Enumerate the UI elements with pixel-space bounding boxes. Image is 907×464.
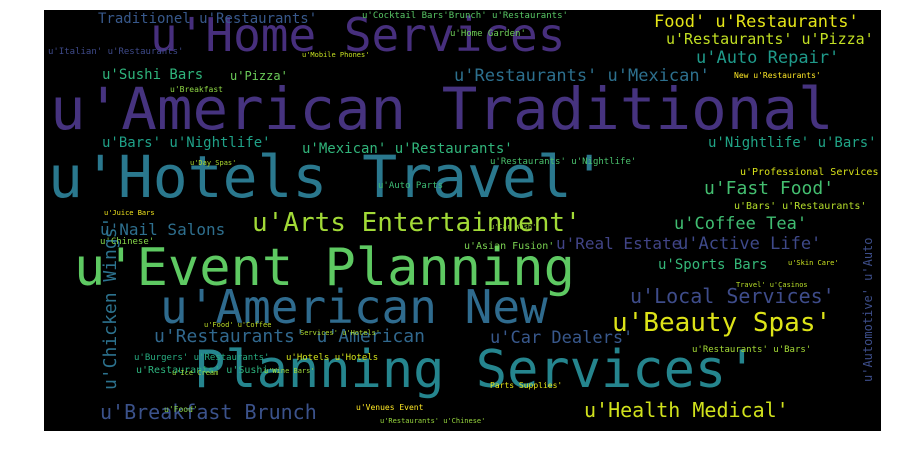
word-bars-nightlife: u'Bars' u'Nightlife' [102,135,271,151]
word-juice-bars: u'Juice Bars [104,209,155,217]
word-travel-casinos: Travel' u'Casinos [736,281,808,289]
word-food-coffee: u'Food' u'Coffee [204,321,272,329]
word-chinese: u'Chinese' [100,237,155,247]
word-new-restaurants: New u'Restaurants' [734,71,821,80]
word-health-medical: u'Health Medical' [584,398,789,422]
word-wine-bars: u'Wine Bars' [264,367,315,375]
word-restaurants-bars: u'Restaurants' u'Bars' [692,345,812,355]
word-food: u'Food' [164,405,198,414]
word-ice-cream: u'Ice Cream [172,369,219,377]
word-nightlife-bars: u'Nightlife' u'Bars' [708,135,877,151]
word-skin-care: u'Skin Care' [788,259,839,267]
word-parts-supplies: Parts Supplies' [490,381,563,390]
word-mexican-restaurants: u'Mexican' u'Restaurants' [302,141,513,157]
word-restaurants-american: u'Restaurants' u'American [154,326,425,347]
word-breakfast-brunch: u'Breakfast Brunch [100,400,317,424]
word-auto-repair: u'Auto Repair' [696,48,840,68]
word-active-life: u'Active Life' [678,234,822,254]
word-professional-services: u'Professional Services [740,167,879,178]
word-hotels-hotels: u'Hotels u'Hotels [286,353,379,363]
word-restaurants-pizza: u'Restaurants' u'Pizza' [666,30,874,48]
word-sports-bars: u'Sports Bars [658,257,768,273]
word-home-garden: u'Home Garden' [450,29,526,39]
word-event-planning: u'Event Planning [74,238,575,298]
word-car-wash: u'Car Wash' [490,223,537,231]
word-burgers-restaurants: u'Burgers' u'Restaurants' [134,353,270,363]
word-arts-entertainment: u'Arts Entertainment' [252,208,581,238]
word-services-hotels: Services' u'Hotels' [300,329,381,337]
word-restaurants-sushi: u'Restaurants' u'Sushi [136,365,269,376]
word-automotive-auto: u'Automotive' u'Auto [861,237,875,383]
word-coffee-tea: u'Coffee Tea' [674,214,808,234]
word-auto-parts: u'Auto Parts [378,181,444,191]
word-food-restaurants: Food' u'Restaurants' [654,12,859,32]
word-traditional-restaurants: Traditionel u'Restaurants' [98,11,318,27]
word-breakfast: u'Breakfast [170,85,223,94]
word-restaurants-chinese: u'Restaurants' u'Chinese' [380,417,486,425]
word-day-spas: u'Day Spas' [190,159,237,167]
word-restaurants-nightlife: u'Restaurants' u'Nightlife' [490,157,637,167]
word-bars-restaurants: u'Bars' u'Restaurants' [734,201,867,212]
word-real-estate: u'Real Estate' [556,234,691,253]
word-local-services: u'Local Services' [630,284,835,308]
word-asian-fusion: u'Asian Fusion' [464,241,555,252]
word-car-dealers: u'Car Dealers' [490,328,634,348]
word-hotels-travel: u'Hotels Travel' [48,143,607,211]
word-cloud: u'Home Services u'American Traditional u… [44,10,881,431]
word-american-traditional: u'American Traditional [50,75,834,143]
word-nail-salons: u'Nail Salons [100,220,226,239]
word-home-services: u'Home Services [150,10,566,62]
word-mobile-phones: u'Mobile Phones' [302,51,370,59]
word-beauty-spas: u'Beauty Spas' [612,308,832,338]
word-planning-services: Planning Services' [194,340,758,400]
word-american-new: u'American New [160,280,548,334]
word-venues-event: u'Venues Event [356,403,424,412]
word-italian-restaurants: u'Italian' u'Restaurants' [48,47,184,57]
word-fast-food: u'Fast Food' [704,178,835,199]
word-restaurants-mexican: u'Restaurants' u'Mexican' [454,66,710,86]
word-cocktail-bars: u'Cocktail Bars'Brunch' u'Restaurants' [362,11,568,21]
word-pizza: u'Pizza' [230,69,288,83]
word-sushi-bars: u'Sushi Bars [102,67,204,83]
